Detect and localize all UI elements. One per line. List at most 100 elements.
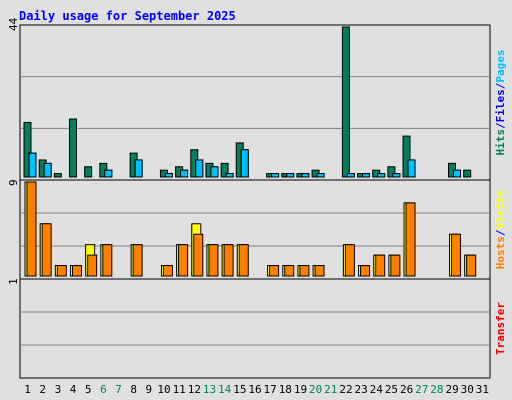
bar-hosts: [87, 254, 98, 277]
bar-hosts: [238, 244, 249, 277]
bar-hosts: [71, 265, 82, 277]
bar-pages: [225, 173, 234, 178]
x-tick-label: 19: [294, 383, 307, 396]
x-tick-label: 25: [385, 383, 398, 396]
bar-hosts: [405, 202, 416, 277]
bar-pages: [195, 159, 204, 178]
panel-transfer: 1 Transfer: [7, 278, 507, 379]
x-tick-label: 15: [233, 383, 246, 396]
panel-frame: [19, 24, 491, 181]
bar-hosts: [466, 254, 477, 277]
x-tick-label: 12: [188, 383, 201, 396]
x-tick-label: 14: [218, 383, 232, 396]
bar-hosts: [314, 265, 325, 277]
bar-pages: [43, 162, 52, 178]
bar-pages: [134, 159, 143, 178]
x-tick-label: 20: [309, 383, 322, 396]
x-tick-label: 16: [248, 383, 261, 396]
bar-pages: [453, 169, 462, 178]
bar-hits: [463, 169, 472, 178]
bar-hits: [53, 173, 62, 178]
bar-hosts: [102, 244, 113, 277]
bar-pages: [104, 169, 113, 178]
x-tick-label: 29: [445, 383, 458, 396]
panel-side-label: Transfer: [494, 302, 507, 355]
bar-pages: [210, 166, 219, 178]
bar-hits: [402, 135, 411, 178]
bar-pages: [286, 173, 295, 178]
bar-hosts: [26, 181, 37, 277]
bar-hosts: [299, 265, 310, 277]
bar-hosts: [451, 233, 462, 277]
bar-hosts: [360, 265, 371, 277]
bar-hits: [341, 26, 350, 178]
bar-hosts: [56, 265, 67, 277]
x-tick-label: 10: [157, 383, 170, 396]
x-tick-label: 13: [203, 383, 216, 396]
bar-hosts: [284, 265, 295, 277]
side-label-part: Transfer: [494, 302, 507, 355]
x-tick-label: 26: [400, 383, 413, 396]
y-max-tick-label: 1: [7, 278, 20, 285]
bar-hosts: [193, 233, 204, 277]
bar-pages: [362, 173, 371, 178]
bar-hits: [68, 118, 77, 178]
bar-hosts: [344, 244, 355, 277]
y-max-tick-label: 44: [7, 17, 20, 31]
bar-pages: [316, 173, 325, 178]
x-tick-label: 18: [279, 383, 292, 396]
side-label-part: Hosts: [494, 236, 507, 269]
x-tick-label: 6: [100, 383, 107, 396]
bar-hosts: [269, 265, 280, 277]
x-tick-label: 28: [430, 383, 443, 396]
chart-title: Daily usage for September 2025: [19, 9, 236, 23]
bar-hosts: [132, 244, 143, 277]
side-label-part: /: [494, 229, 507, 236]
bar-pages: [164, 173, 173, 178]
bar-pages: [377, 173, 386, 178]
bar-pages: [301, 173, 310, 178]
x-tick-label: 27: [415, 383, 428, 396]
x-tick-label: 5: [85, 383, 92, 396]
x-tick-label: 11: [173, 383, 186, 396]
x-tick-label: 31: [476, 383, 489, 396]
side-label-part: /: [494, 122, 507, 129]
bar-hosts: [375, 254, 386, 277]
y-max-tick-label: 9: [7, 179, 20, 186]
x-tick-label: 4: [70, 383, 77, 396]
x-axis-labels: 1 2 3 4 5 6 7 8 9 10 11 12 13 14 15 16 17 18 19 20 21 22 23 24 2…: [24, 383, 489, 396]
x-tick-label: 7: [115, 383, 122, 396]
bar-pages: [392, 173, 401, 178]
side-label-part: Visits: [494, 190, 507, 230]
bar-hosts: [162, 265, 173, 277]
side-label-part: Pages: [494, 50, 507, 83]
x-tick-label: 30: [461, 383, 474, 396]
x-tick-label: 17: [264, 383, 277, 396]
x-tick-label: 23: [355, 383, 368, 396]
bar-hits: [84, 166, 93, 178]
panel-hosts-visits: 9 Hosts/Visits: [7, 179, 507, 280]
bar-hosts: [390, 254, 401, 277]
x-tick-label: 8: [130, 383, 137, 396]
side-label-part: Files: [494, 89, 507, 122]
bar-hits: [387, 166, 396, 178]
bar-pages: [407, 159, 416, 178]
x-tick-label: 22: [339, 383, 352, 396]
bar-hosts: [41, 223, 52, 277]
panel-side-label: Hits/Files/Pages: [494, 50, 507, 156]
panel-side-label: Hosts/Visits: [494, 190, 507, 270]
side-label-part: Hits: [494, 129, 507, 156]
bar-hosts: [178, 244, 189, 277]
x-tick-label: 3: [55, 383, 62, 396]
bar-pages: [346, 173, 355, 178]
side-label-part: /: [494, 82, 507, 89]
bar-pages: [28, 152, 37, 178]
bar-pages: [180, 169, 189, 178]
x-tick-label: 1: [24, 383, 31, 396]
x-tick-label: 2: [39, 383, 46, 396]
panel-frame: [19, 278, 491, 379]
bar-pages: [240, 149, 249, 178]
